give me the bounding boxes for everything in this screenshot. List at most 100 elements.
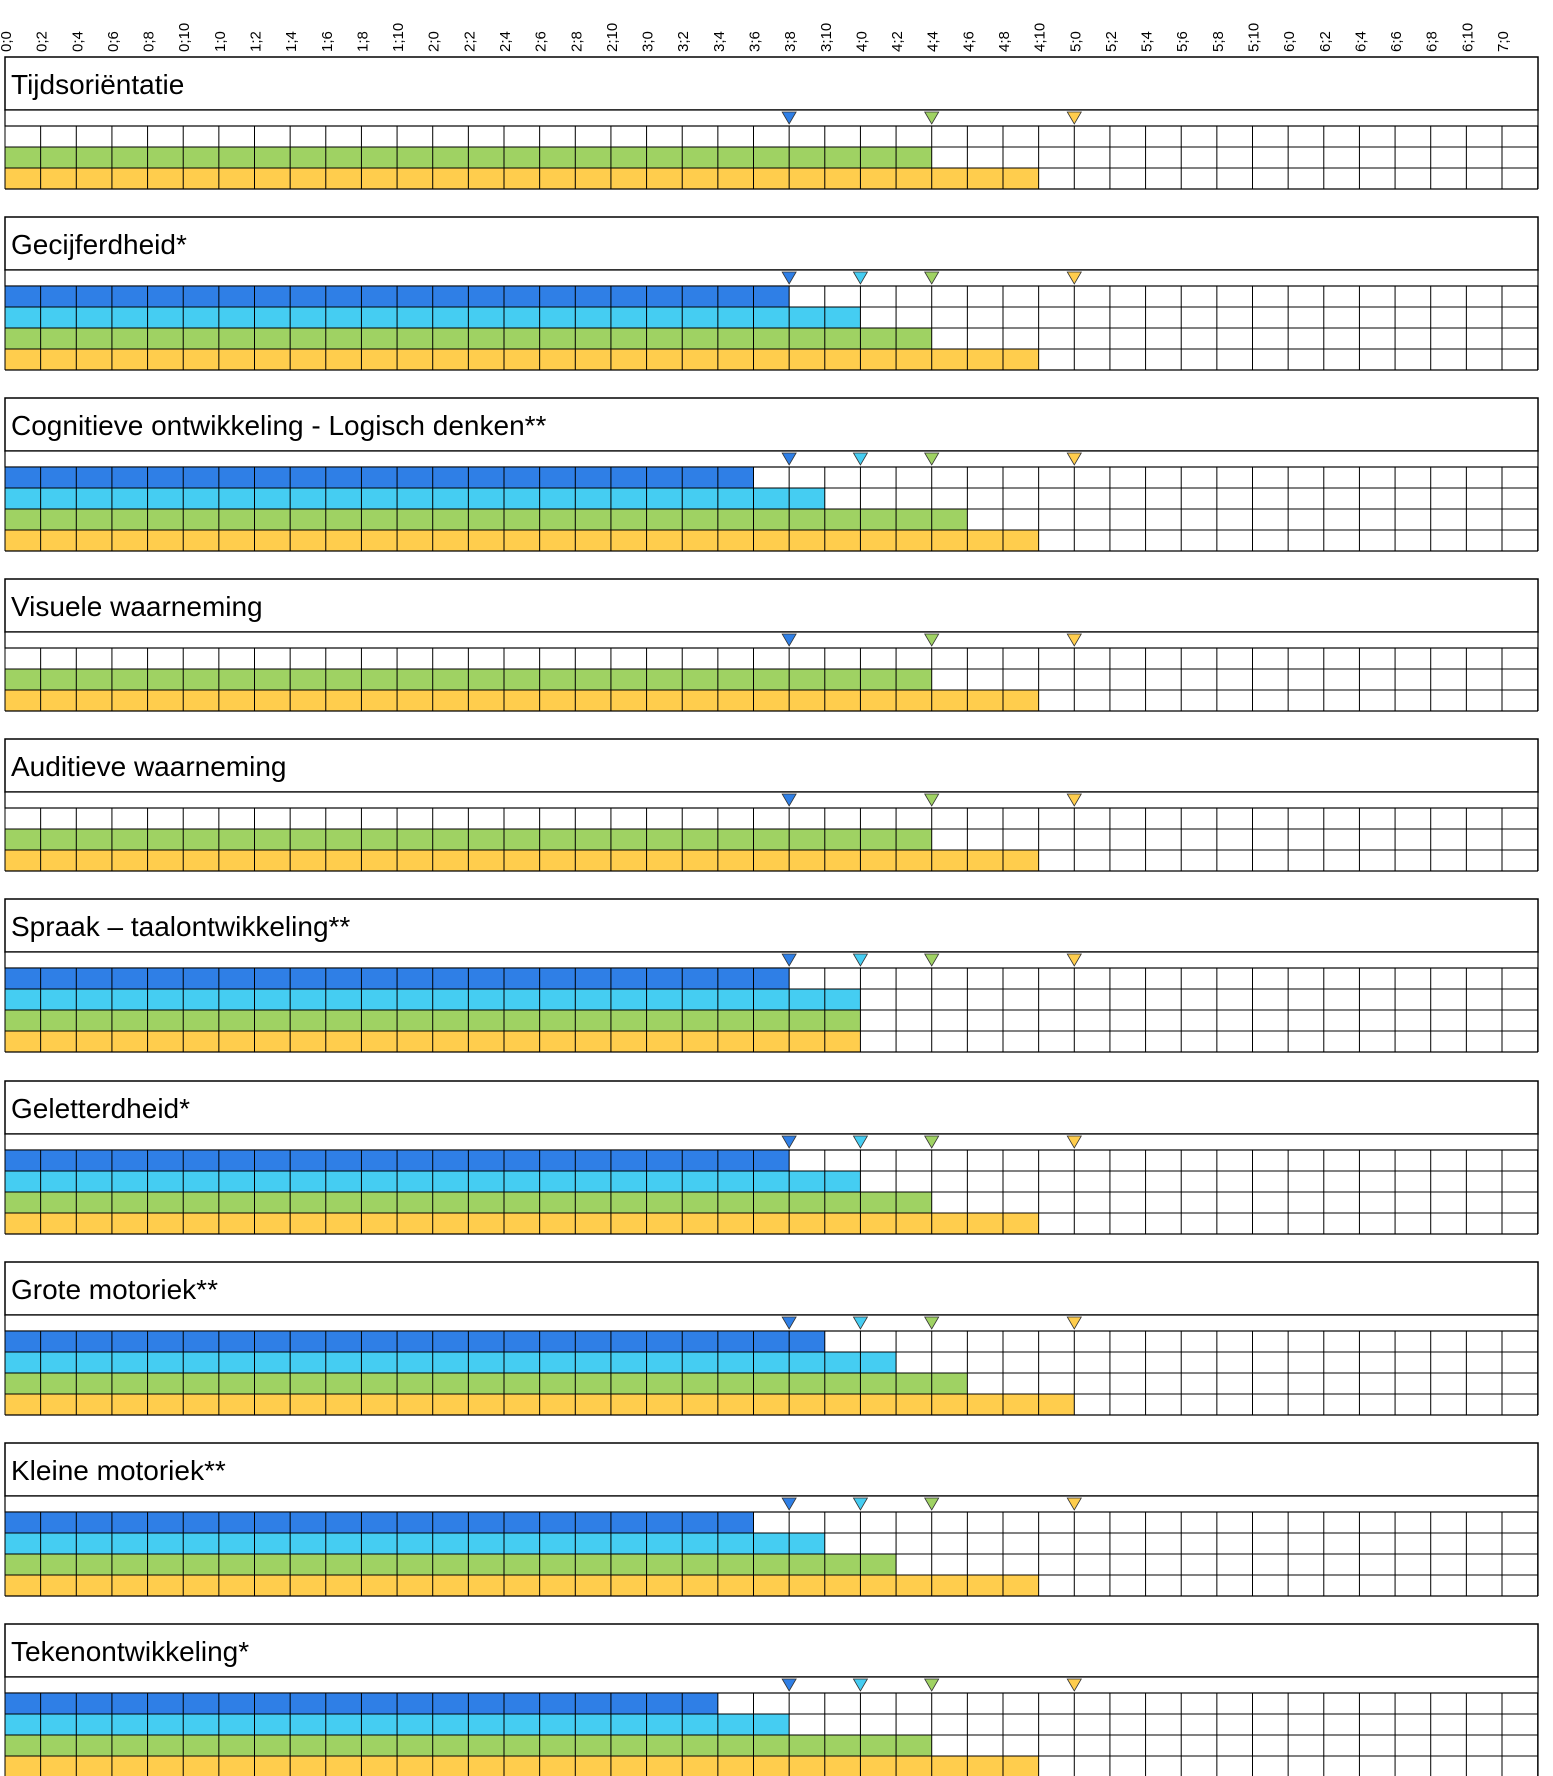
x-tick-label: 1;8 (354, 31, 371, 52)
panel-title: Auditieve waarneming (11, 751, 287, 782)
age-marker-green (924, 1316, 940, 1330)
panel-title-box (4, 1623, 1539, 1678)
row-bar-dark-blue (5, 1331, 825, 1352)
age-marker-yellow (1066, 953, 1082, 967)
age-marker-yellow (1066, 271, 1082, 285)
x-tick-labels: 0;0 0;2 0;4 0;6 0;8 0;10 1;0 1;2 1;4 1;6 1;8 1;10 2;… (0, 23, 1512, 52)
row-bar-light-blue (5, 1352, 897, 1373)
x-tick-label: 4;10 (1032, 23, 1049, 52)
x-tick-label: 3;0 (640, 31, 657, 52)
age-marker-light-blue (852, 271, 869, 285)
row-bar-dark-blue (5, 1512, 754, 1533)
age-marker-green (924, 271, 940, 285)
marker-strip (4, 791, 1539, 809)
row-bar-yellow (5, 1756, 1039, 1776)
age-marker-green (924, 793, 940, 807)
age-marker-green (924, 1135, 940, 1149)
panel-title: Gecijferdheid* (11, 229, 187, 260)
x-tick-label: 6;2 (1317, 31, 1334, 52)
row-bar-yellow (5, 1213, 1039, 1234)
panels: Tijdsoriëntatie Gecijferdheid* Cognitieve … (4, 56, 1539, 1776)
panel: Grote motoriek** (4, 1261, 1539, 1416)
age-marker-yellow (1066, 1135, 1082, 1149)
x-tick-label: 0;2 (34, 31, 51, 52)
x-tick-label: 6;4 (1352, 31, 1369, 52)
age-marker-dark-blue (781, 1135, 797, 1149)
panel-title: Visuele waarneming (11, 591, 263, 622)
x-tick-label: 2;4 (497, 31, 514, 52)
panel-title-box (4, 56, 1539, 111)
marker-strip (4, 631, 1539, 649)
x-tick-label: 0;4 (69, 31, 86, 52)
panel-title-box (4, 1261, 1539, 1316)
x-tick-label: 1;6 (319, 31, 336, 52)
row-bar-light-blue (5, 488, 825, 509)
panel: Cognitieve ontwikkeling - Logisch denken… (4, 397, 1539, 552)
x-tick-label: 1;2 (248, 31, 265, 52)
panel: Spraak – taalontwikkeling** (4, 898, 1539, 1053)
panel: Gecijferdheid* (4, 216, 1539, 371)
x-tick-label: 0;0 (0, 31, 15, 52)
marker-strip (4, 1314, 1539, 1332)
x-tick-label: 1;4 (283, 31, 300, 52)
marker-strip (4, 1676, 1539, 1694)
x-tick-label: 4;8 (996, 31, 1013, 52)
age-marker-light-blue (852, 1497, 869, 1511)
row-bar-yellow (5, 349, 1039, 370)
x-tick-label: 4;0 (853, 31, 870, 52)
x-tick-label: 5;2 (1103, 31, 1120, 52)
panel-title-box (4, 216, 1539, 271)
age-marker-yellow (1066, 633, 1082, 647)
panel-title: Kleine motoriek** (11, 1455, 226, 1486)
panel-title: Geletterdheid* (11, 1093, 190, 1124)
age-marker-yellow (1066, 793, 1082, 807)
row-bar-yellow (5, 530, 1039, 551)
x-tick-label: 3;10 (818, 23, 835, 52)
panel: Geletterdheid* (4, 1080, 1539, 1235)
x-tick-label: 2;0 (426, 31, 443, 52)
x-tick-label: 5;4 (1139, 31, 1156, 52)
x-tick-label: 6;6 (1388, 31, 1405, 52)
marker-strip (4, 109, 1539, 127)
age-marker-light-blue (852, 953, 869, 967)
panel-title-box (4, 1080, 1539, 1135)
age-marker-green (924, 633, 940, 647)
row-bar-light-blue (5, 1533, 825, 1554)
x-tick-label: 7;0 (1495, 31, 1512, 52)
x-tick-label: 3;4 (711, 31, 728, 52)
x-tick-label: 4;2 (889, 31, 906, 52)
row-bar-yellow (5, 690, 1039, 711)
marker-strip (4, 450, 1539, 468)
panel-title-box (4, 738, 1539, 793)
panel-title-box (4, 397, 1539, 452)
x-tick-label: 1;10 (390, 23, 407, 52)
panel-title: Spraak – taalontwikkeling** (11, 911, 350, 942)
age-marker-light-blue (852, 1135, 869, 1149)
panel-title: Tijdsoriëntatie (11, 69, 184, 100)
age-marker-green (924, 452, 940, 466)
x-tick-label: 0;6 (105, 31, 122, 52)
x-tick-label: 2;10 (604, 23, 621, 52)
age-marker-dark-blue (781, 271, 797, 285)
age-marker-light-blue (852, 1678, 869, 1692)
panel: Tekenontwikkeling* (4, 1623, 1539, 1776)
age-marker-light-blue (852, 1316, 869, 1330)
row-bar-yellow (5, 1575, 1039, 1596)
age-marker-yellow (1066, 452, 1082, 466)
panel: Visuele waarneming (4, 578, 1539, 712)
x-tick-label: 6;8 (1424, 31, 1441, 52)
x-tick-label: 2;6 (533, 31, 550, 52)
age-marker-yellow (1066, 1497, 1082, 1511)
age-marker-light-blue (852, 452, 869, 466)
age-marker-dark-blue (781, 1497, 797, 1511)
panel-title: Tekenontwikkeling* (11, 1636, 249, 1667)
x-tick-label: 2;8 (568, 31, 585, 52)
age-marker-dark-blue (781, 1316, 797, 1330)
age-marker-dark-blue (781, 633, 797, 647)
row-bar-yellow (5, 168, 1039, 189)
panel: Tijdsoriëntatie (4, 56, 1539, 190)
age-marker-yellow (1066, 111, 1082, 125)
panel-title-box (4, 1442, 1539, 1497)
x-tick-label: 4;4 (925, 31, 942, 52)
